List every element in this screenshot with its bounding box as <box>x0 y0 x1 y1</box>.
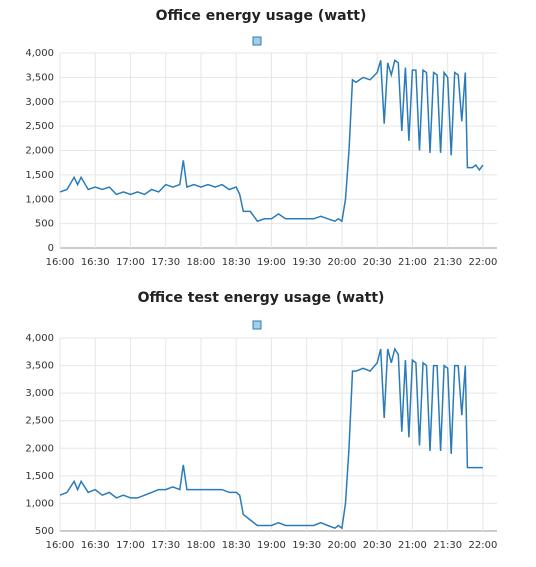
x-tick-label: 20:00 <box>328 540 357 551</box>
y-tick-label: 2,000 <box>25 443 54 454</box>
x-tick-label: 22:00 <box>468 257 497 268</box>
x-tick-label: 17:30 <box>151 540 180 551</box>
x-tick-label: 16:30 <box>81 257 110 268</box>
x-tick-label: 17:00 <box>116 257 145 268</box>
y-tick-label: 1,500 <box>25 471 54 482</box>
legend-swatch <box>252 320 262 330</box>
y-tick-label: 2,500 <box>25 416 54 427</box>
y-tick-label: 500 <box>35 219 54 230</box>
x-tick-label: 16:00 <box>46 257 75 268</box>
y-tick-label: 500 <box>35 526 54 537</box>
y-tick-label: 1,000 <box>25 498 54 509</box>
x-tick-label: 17:00 <box>116 540 145 551</box>
x-tick-label: 19:30 <box>292 257 321 268</box>
x-tick-label: 18:00 <box>187 540 216 551</box>
x-tick-label: 18:00 <box>187 257 216 268</box>
y-tick-label: 3,000 <box>25 388 54 399</box>
y-tick-label: 1,500 <box>25 170 54 181</box>
y-tick-label: 1,000 <box>25 194 54 205</box>
x-tick-label: 19:00 <box>257 257 286 268</box>
y-tick-label: 0 <box>48 243 54 254</box>
x-tick-label: 21:00 <box>398 257 427 268</box>
y-tick-label: 4,000 <box>25 48 54 59</box>
legend-swatch <box>252 36 262 46</box>
x-tick-label: 16:00 <box>46 540 75 551</box>
data-line <box>59 59 484 223</box>
x-tick-label: 19:00 <box>257 540 286 551</box>
x-tick-label: 17:30 <box>151 257 180 268</box>
x-tick-label: 16:30 <box>81 540 110 551</box>
data-line <box>59 347 483 530</box>
x-tick-label: 21:00 <box>398 540 427 551</box>
y-tick-label: 3,500 <box>25 72 54 83</box>
x-tick-label: 18:30 <box>222 540 251 551</box>
x-tick-label: 20:30 <box>363 257 392 268</box>
x-tick-label: 18:30 <box>222 257 251 268</box>
y-tick-label: 2,500 <box>25 121 54 132</box>
y-tick-label: 4,000 <box>25 333 54 344</box>
x-tick-label: 21:30 <box>433 257 462 268</box>
chart-title: Office test energy usage (watt) <box>138 290 385 306</box>
y-tick-label: 3,500 <box>25 361 54 372</box>
x-tick-label: 20:30 <box>363 540 392 551</box>
x-tick-label: 22:00 <box>468 540 497 551</box>
x-tick-label: 21:30 <box>433 540 462 551</box>
chart-title: Office energy usage (watt) <box>156 8 367 24</box>
x-tick-label: 19:30 <box>292 540 321 551</box>
y-tick-label: 2,000 <box>25 146 54 157</box>
x-tick-label: 20:00 <box>328 257 357 268</box>
y-tick-label: 3,000 <box>25 97 54 108</box>
